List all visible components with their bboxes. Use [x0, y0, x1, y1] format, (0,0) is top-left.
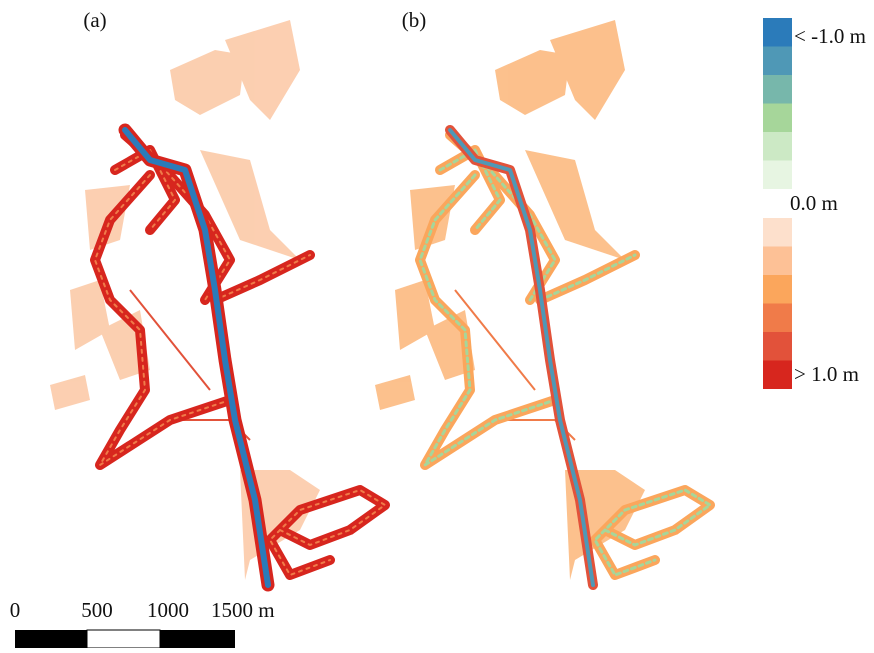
map-a: [50, 20, 385, 585]
panel-label: (a): [83, 8, 106, 32]
map-b: [375, 20, 710, 585]
scale-label: 1500 m: [211, 598, 275, 622]
scale-label: 0: [10, 598, 21, 622]
legend-swatch: [763, 360, 792, 389]
scale-label: 500: [81, 598, 113, 622]
legend-swatch: [763, 160, 792, 189]
panel-label: (b): [402, 8, 427, 32]
legend-swatch: [763, 75, 792, 104]
scale-bar: 0 500 1000 1500 m: [10, 598, 275, 649]
legend-swatch: [763, 246, 792, 275]
legend-swatch: [763, 103, 792, 132]
legend-label: 0.0 m: [790, 191, 838, 215]
scale-segment: [15, 630, 87, 648]
legend-label: < -1.0 m: [794, 24, 866, 48]
legend-swatch: [763, 132, 792, 161]
legend-swatch: [763, 218, 792, 247]
legend-swatch: [763, 46, 792, 75]
legend-label: > 1.0 m: [794, 362, 859, 386]
legend-swatch: [763, 303, 792, 332]
scale-label: 1000: [147, 598, 189, 622]
scale-segment: [86, 629, 161, 649]
legend: [763, 18, 792, 389]
legend-swatch: [763, 275, 792, 304]
legend-swatch: [763, 18, 792, 47]
legend-swatch: [763, 332, 792, 361]
scale-segment: [160, 630, 235, 648]
